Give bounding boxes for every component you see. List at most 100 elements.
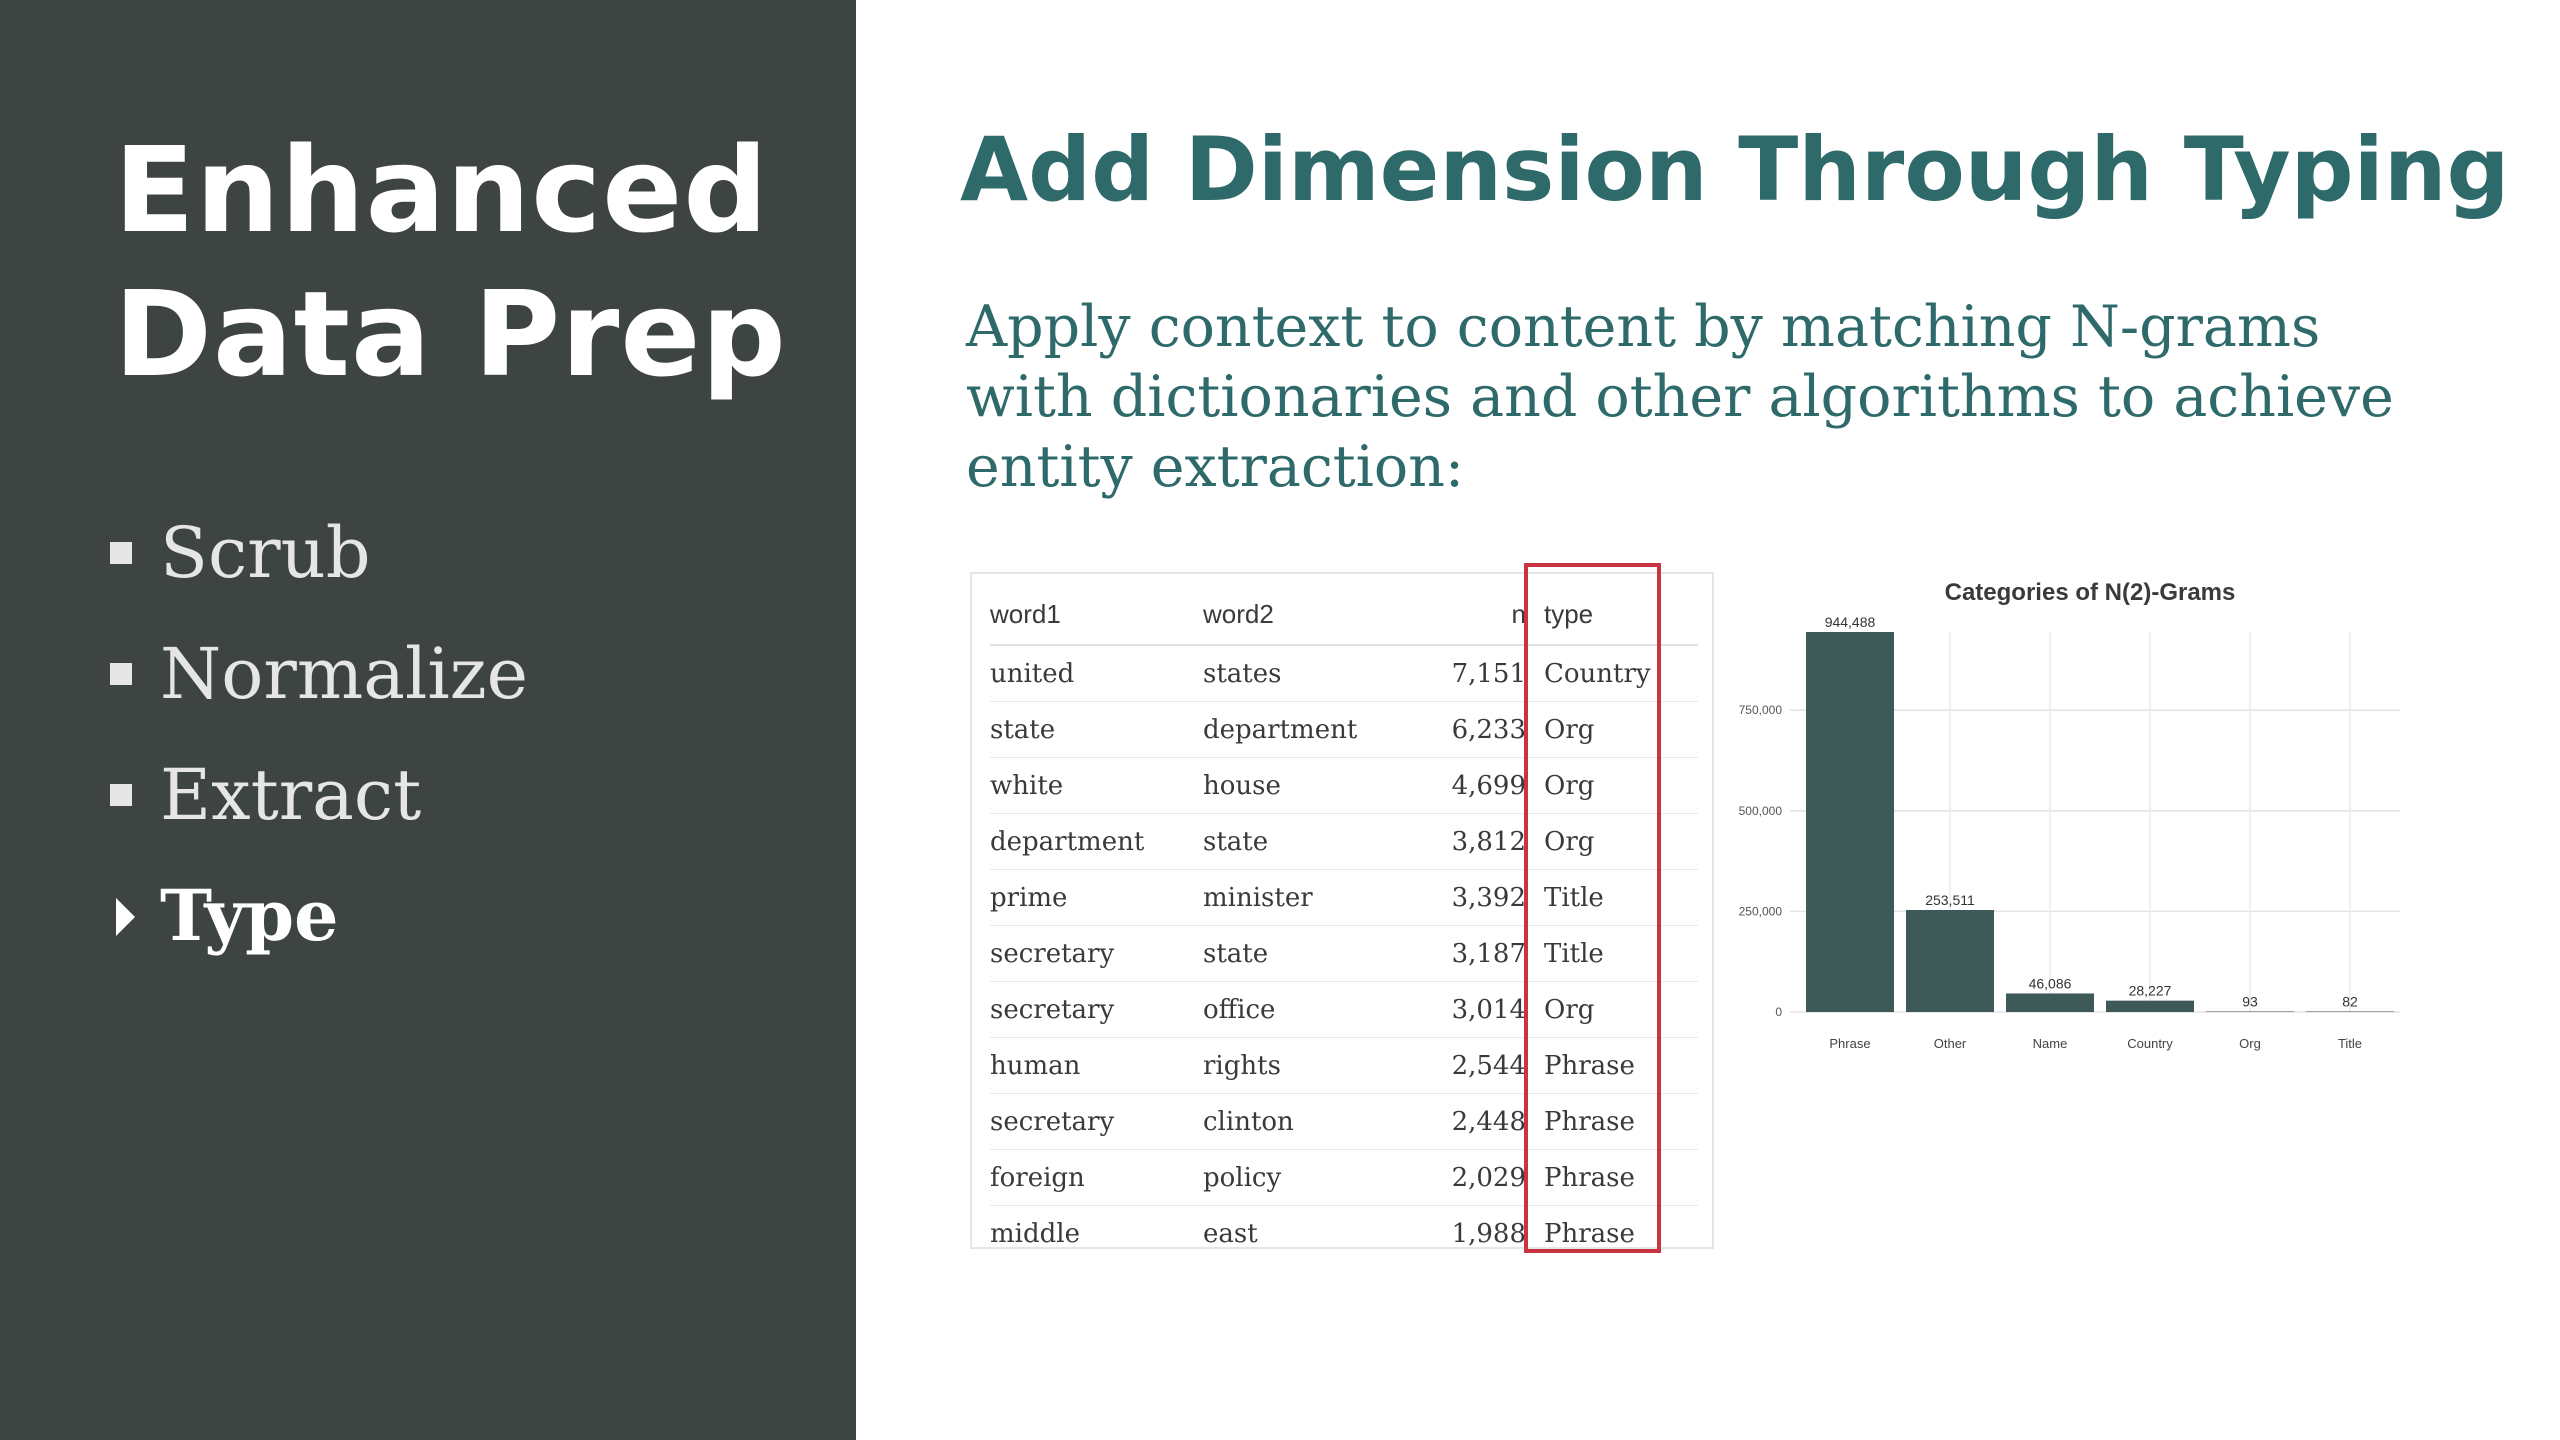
cell-word2: rights bbox=[1203, 1037, 1393, 1094]
cell-word1: state bbox=[990, 701, 1203, 758]
bar-value-label: 82 bbox=[2342, 994, 2358, 1010]
bullet-list: Scrub Normalize Extract Type bbox=[108, 505, 528, 989]
cell-word1: prime bbox=[990, 869, 1203, 926]
bar-country bbox=[2106, 1000, 2194, 1012]
cell-word2: department bbox=[1203, 701, 1393, 758]
table-row: state department 6,233 Org bbox=[990, 701, 1698, 758]
cell-word1: human bbox=[990, 1037, 1203, 1094]
cell-n: 3,812 bbox=[1393, 813, 1530, 870]
section-title-line-2: Data Prep bbox=[114, 265, 787, 403]
cell-word2: minister bbox=[1203, 869, 1393, 926]
cell-type: Country bbox=[1530, 645, 1698, 702]
bullet-item-scrub: Scrub bbox=[108, 505, 528, 626]
table-row: prime minister 3,392 Title bbox=[990, 869, 1698, 926]
cell-word2: state bbox=[1203, 925, 1393, 982]
x-category-label: Other bbox=[1934, 1036, 1967, 1051]
cell-word2: state bbox=[1203, 813, 1393, 870]
x-category-label: Org bbox=[2239, 1036, 2261, 1051]
cell-type: Title bbox=[1530, 869, 1698, 926]
x-category-label: Title bbox=[2338, 1036, 2362, 1051]
bar-other bbox=[1906, 910, 1994, 1012]
cell-word1: united bbox=[990, 645, 1203, 702]
table-row: secretary clinton 2,448 Phrase bbox=[990, 1093, 1698, 1150]
cell-type: Phrase bbox=[1530, 1037, 1698, 1094]
table-row: human rights 2,544 Phrase bbox=[990, 1037, 1698, 1094]
table-body: united states 7,151 Country state department 6… bbox=[990, 645, 1698, 1261]
cell-word2: office bbox=[1203, 981, 1393, 1038]
cell-n: 2,448 bbox=[1393, 1093, 1530, 1150]
cell-n: 3,187 bbox=[1393, 925, 1530, 982]
cell-n: 4,699 bbox=[1393, 757, 1530, 814]
table-row: united states 7,151 Country bbox=[990, 645, 1698, 702]
square-bullet-icon bbox=[110, 784, 132, 806]
chart-svg: Categories of N(2)-Grams 0 250,000 500,000… bbox=[1739, 579, 2400, 1051]
slide-title: Add Dimension Through Typing bbox=[960, 118, 2510, 221]
cell-word2: policy bbox=[1203, 1149, 1393, 1206]
cell-type: Phrase bbox=[1530, 1149, 1698, 1206]
chart-labels: 0 250,000 500,000 750,000 944,488 Phrase 253,5… bbox=[1739, 614, 2362, 1051]
cell-word2: clinton bbox=[1203, 1093, 1393, 1150]
cell-type: Org bbox=[1530, 981, 1698, 1038]
bar-chart: Categories of N(2)-Grams 0 250,000 500,000… bbox=[1726, 572, 2406, 1072]
x-category-label: Country bbox=[2127, 1036, 2173, 1051]
bullet-item-normalize: Normalize bbox=[108, 626, 528, 747]
cell-word1: secretary bbox=[990, 981, 1203, 1038]
bar-value-label: 944,488 bbox=[1825, 614, 1876, 630]
y-tick-label: 500,000 bbox=[1739, 804, 1783, 818]
bar-phrase bbox=[1806, 632, 1894, 1012]
cell-n: 3,014 bbox=[1393, 981, 1530, 1038]
x-category-label: Phrase bbox=[1829, 1036, 1870, 1051]
bar-value-label: 28,227 bbox=[2129, 983, 2172, 999]
bullet-label: Extract bbox=[160, 754, 422, 836]
header-type: type bbox=[1530, 584, 1698, 646]
cell-word2: states bbox=[1203, 645, 1393, 702]
section-title: Enhanced Data Prep bbox=[114, 118, 787, 406]
x-category-label: Name bbox=[2033, 1036, 2068, 1051]
cell-word1: secretary bbox=[990, 1093, 1203, 1150]
square-bullet-icon bbox=[110, 663, 132, 685]
bullet-item-extract: Extract bbox=[108, 747, 528, 868]
cell-type: Phrase bbox=[1530, 1093, 1698, 1150]
ngram-table-panel: word1 word2 n type united states 7,151 Coun… bbox=[970, 572, 1714, 1249]
bullet-label: Normalize bbox=[160, 633, 529, 715]
table-row: department state 3,812 Org bbox=[990, 813, 1698, 870]
bar-value-label: 93 bbox=[2242, 994, 2258, 1010]
cell-word1: white bbox=[990, 757, 1203, 814]
bar-value-label: 46,086 bbox=[2029, 975, 2072, 991]
bullet-label: Scrub bbox=[160, 512, 371, 594]
table-row: foreign policy 2,029 Phrase bbox=[990, 1149, 1698, 1206]
slide-subtitle: Apply context to content by matching N-g… bbox=[966, 294, 2394, 500]
bar-title bbox=[2306, 1011, 2394, 1012]
section-title-line-1: Enhanced bbox=[114, 121, 769, 259]
cell-type: Org bbox=[1530, 757, 1698, 814]
cell-word1: department bbox=[990, 813, 1203, 870]
bullet-item-type: Type bbox=[108, 868, 528, 989]
table-header-row: word1 word2 n type bbox=[990, 584, 1698, 646]
header-n: n bbox=[1393, 584, 1530, 646]
cell-type: Phrase bbox=[1544, 1218, 1635, 1249]
chart-title: Categories of N(2)-Grams bbox=[1945, 579, 2236, 606]
cell-n: 2,544 bbox=[1393, 1037, 1530, 1094]
square-bullet-icon bbox=[110, 542, 132, 564]
header-word2: word2 bbox=[1203, 584, 1393, 646]
bullet-label: Type bbox=[160, 874, 339, 957]
cell-n: 1,988 bbox=[1451, 1218, 1526, 1249]
cell-word1: secretary bbox=[990, 925, 1203, 982]
y-tick-label: 250,000 bbox=[1739, 904, 1783, 918]
cell-word1: middle bbox=[990, 1218, 1080, 1249]
y-tick-label: 0 bbox=[1775, 1005, 1782, 1019]
chart-bars bbox=[1806, 632, 2394, 1012]
cell-type: Title bbox=[1530, 925, 1698, 982]
cell-word1: foreign bbox=[990, 1149, 1203, 1206]
cell-n: 2,029 bbox=[1393, 1149, 1530, 1206]
cell-n: 3,392 bbox=[1393, 869, 1530, 926]
ngram-table: word1 word2 n type united states 7,151 Coun… bbox=[990, 584, 1698, 1261]
cell-type: Org bbox=[1530, 813, 1698, 870]
bar-name bbox=[2006, 993, 2094, 1012]
table-row: secretary office 3,014 Org bbox=[990, 981, 1698, 1038]
table-row: middle east 1,988 Phrase bbox=[990, 1206, 1698, 1262]
cell-word2: east bbox=[1203, 1218, 1258, 1249]
cell-n: 7,151 bbox=[1393, 645, 1530, 702]
cell-type: Org bbox=[1530, 701, 1698, 758]
y-tick-label: 750,000 bbox=[1739, 703, 1783, 717]
